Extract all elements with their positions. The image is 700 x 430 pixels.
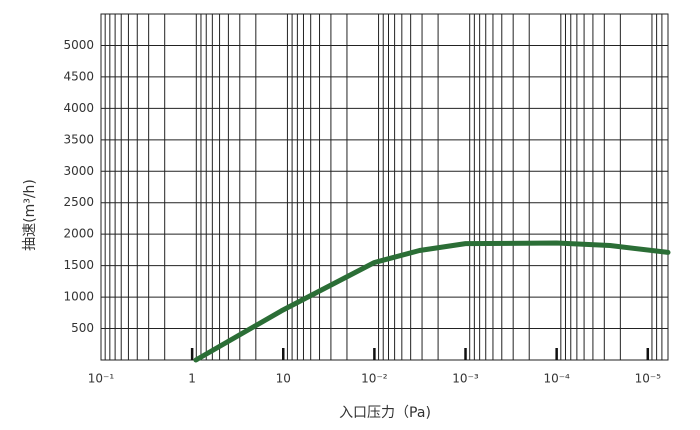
y-axis-title: 抽速(m³/h)	[22, 179, 38, 251]
y-tick-label: 1000	[63, 290, 94, 304]
x-tick-label: 10	[276, 372, 291, 386]
y-tick-label: 2000	[63, 227, 94, 241]
y-tick-label: 3000	[63, 164, 94, 178]
y-tick-label: 4500	[63, 69, 94, 83]
x-tick-label: 10⁻¹	[88, 372, 115, 386]
y-tick-label: 500	[71, 321, 94, 335]
y-tick-label: 4000	[63, 101, 94, 115]
y-tick-label: 3500	[63, 132, 94, 146]
x-tick-label: 10⁻⁴	[543, 372, 570, 386]
x-tick-label: 10⁻³	[452, 372, 479, 386]
plot-frame	[100, 13, 669, 361]
x-axis-title: 入口压力（Pa)	[339, 405, 431, 421]
y-tick-label: 2500	[63, 195, 94, 209]
x-tick-label: 1	[188, 372, 196, 386]
y-tick-label: 1500	[63, 258, 94, 272]
x-tick-label: 10⁻⁵	[635, 372, 662, 386]
y-tick-label: 5000	[63, 38, 94, 52]
x-tick-label: 10⁻²	[361, 372, 388, 386]
series-line	[193, 240, 671, 363]
